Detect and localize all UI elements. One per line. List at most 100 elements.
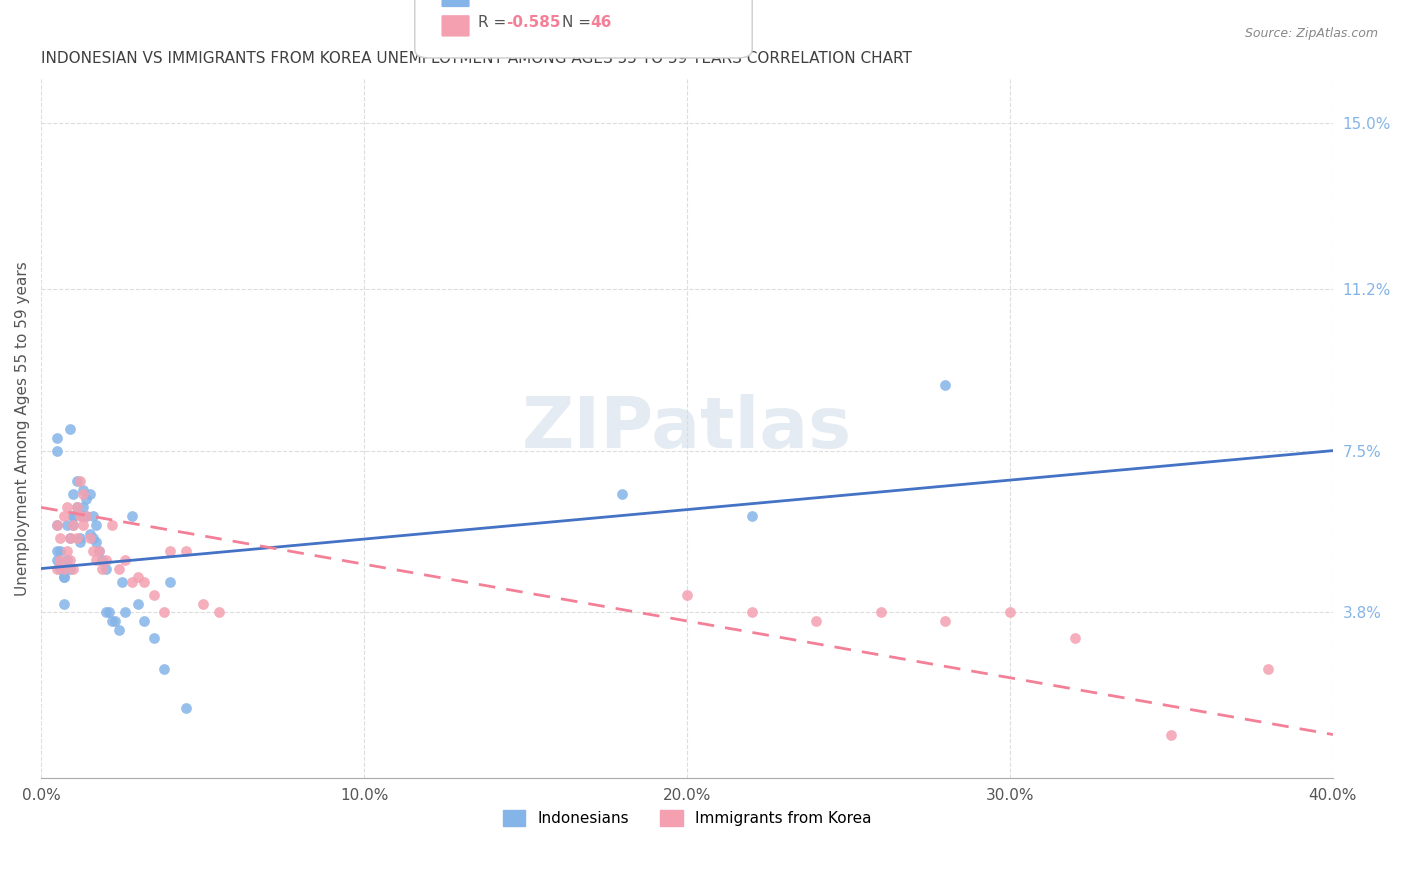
- Point: [46, 544, 69, 558]
- Point: [56, 500, 79, 515]
- Point: [111, 574, 134, 589]
- Point: [176, 544, 198, 558]
- Point: [69, 535, 91, 549]
- Point: [46, 561, 69, 575]
- Text: R =: R =: [478, 15, 512, 29]
- Point: [89, 544, 111, 558]
- Point: [143, 588, 166, 602]
- Point: [62, 509, 84, 524]
- Point: [84, 553, 107, 567]
- Point: [134, 614, 156, 628]
- Point: [46, 443, 69, 458]
- Point: [59, 531, 82, 545]
- Point: [59, 531, 82, 545]
- Point: [49, 553, 72, 567]
- Point: [114, 553, 136, 567]
- Point: [59, 422, 82, 436]
- Point: [66, 474, 89, 488]
- Point: [56, 553, 79, 567]
- Legend: Indonesians, Immigrants from Korea: Indonesians, Immigrants from Korea: [495, 802, 879, 833]
- Point: [934, 614, 956, 628]
- Point: [59, 561, 82, 575]
- Point: [49, 531, 72, 545]
- Point: [127, 570, 149, 584]
- Point: [94, 605, 117, 619]
- Point: [52, 561, 75, 575]
- Text: ZIPatlas: ZIPatlas: [522, 394, 852, 463]
- Point: [72, 487, 94, 501]
- Point: [72, 500, 94, 515]
- Point: [806, 614, 828, 628]
- Point: [82, 531, 104, 545]
- Point: [69, 474, 91, 488]
- Point: [52, 570, 75, 584]
- Point: [72, 509, 94, 524]
- Point: [97, 605, 120, 619]
- Point: [52, 570, 75, 584]
- Point: [107, 623, 129, 637]
- Point: [91, 561, 114, 575]
- Point: [69, 509, 91, 524]
- Point: [72, 483, 94, 497]
- Point: [62, 517, 84, 532]
- Point: [676, 588, 699, 602]
- Point: [79, 487, 101, 501]
- Point: [869, 605, 891, 619]
- Point: [114, 605, 136, 619]
- Point: [153, 662, 176, 676]
- Point: [75, 509, 97, 524]
- Point: [1160, 727, 1182, 741]
- Text: Source: ZipAtlas.com: Source: ZipAtlas.com: [1244, 27, 1378, 40]
- Point: [79, 526, 101, 541]
- Point: [934, 378, 956, 392]
- Point: [59, 553, 82, 567]
- Point: [741, 605, 763, 619]
- Point: [143, 632, 166, 646]
- Point: [127, 597, 149, 611]
- Point: [153, 605, 176, 619]
- Point: [121, 574, 143, 589]
- Point: [52, 509, 75, 524]
- Point: [49, 561, 72, 575]
- Point: [56, 517, 79, 532]
- Point: [79, 531, 101, 545]
- Point: [94, 561, 117, 575]
- Point: [134, 574, 156, 589]
- Point: [159, 574, 181, 589]
- Point: [66, 500, 89, 515]
- Point: [107, 561, 129, 575]
- Point: [62, 561, 84, 575]
- Point: [101, 517, 124, 532]
- Point: [191, 597, 214, 611]
- Point: [159, 544, 181, 558]
- Point: [84, 535, 107, 549]
- Point: [69, 531, 91, 545]
- Point: [101, 614, 124, 628]
- Point: [75, 509, 97, 524]
- Point: [62, 509, 84, 524]
- Point: [104, 614, 127, 628]
- Point: [46, 517, 69, 532]
- Point: [741, 509, 763, 524]
- Point: [46, 517, 69, 532]
- Point: [75, 491, 97, 506]
- Text: N =: N =: [562, 15, 596, 29]
- Point: [208, 605, 231, 619]
- Point: [46, 430, 69, 444]
- Y-axis label: Unemployment Among Ages 55 to 59 years: Unemployment Among Ages 55 to 59 years: [15, 261, 30, 596]
- Point: [72, 517, 94, 532]
- Point: [62, 487, 84, 501]
- Text: INDONESIAN VS IMMIGRANTS FROM KOREA UNEMPLOYMENT AMONG AGES 55 TO 59 YEARS CORRE: INDONESIAN VS IMMIGRANTS FROM KOREA UNEM…: [41, 51, 912, 66]
- Text: -0.585: -0.585: [506, 15, 561, 29]
- Point: [49, 544, 72, 558]
- Point: [62, 517, 84, 532]
- Point: [46, 553, 69, 567]
- Point: [66, 500, 89, 515]
- Point: [176, 701, 198, 715]
- Point: [66, 531, 89, 545]
- Point: [998, 605, 1021, 619]
- Point: [121, 509, 143, 524]
- Point: [82, 544, 104, 558]
- Point: [91, 553, 114, 567]
- Point: [612, 487, 634, 501]
